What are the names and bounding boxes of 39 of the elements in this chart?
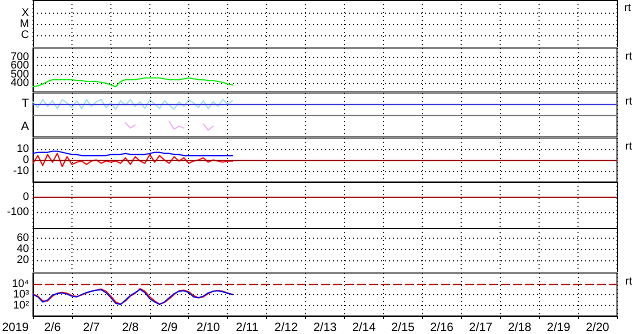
x-tick-label: 2/8 [122, 320, 139, 334]
x-tick-label: 2/16 [430, 320, 454, 334]
y-tick-label: 10³ [13, 288, 30, 300]
text: T [22, 96, 30, 110]
line-series [32, 152, 234, 168]
x-tick-label: 2/15 [391, 320, 415, 334]
x-axis-title: 2019 [2, 320, 30, 334]
x-tick-label: 2/20 [586, 320, 610, 334]
text: rt [624, 2, 631, 14]
text: M [20, 18, 29, 30]
x-tick-label: 2/10 [196, 320, 220, 334]
x-tick-label: 2/19 [546, 320, 571, 334]
y-tick-label: 10 [16, 143, 29, 155]
y-tick-label: -10 [13, 165, 29, 177]
x-tick-label: 2/9 [160, 320, 178, 334]
x-tick-label: 2/18 [508, 320, 532, 334]
text: C [21, 29, 29, 42]
y-tick-label: 10² [13, 299, 30, 312]
x-tick-label: 2/13 [313, 320, 337, 334]
text: rt [625, 276, 632, 288]
text: rt [625, 96, 632, 108]
text: 20 [16, 254, 29, 266]
x-tick-label: 2/14 [352, 320, 376, 334]
x-tick-label: 2/12 [274, 320, 298, 334]
x-tick-label: 2/17 [469, 320, 493, 334]
text: -100 [6, 206, 29, 218]
line-series [32, 77, 234, 88]
text: 60 [16, 232, 29, 244]
y-tick-label: 0 [22, 154, 29, 166]
y-tick-label: 400 [10, 77, 29, 90]
x-tick-label: 2/6 [44, 320, 62, 334]
text: A [20, 119, 29, 133]
y-tick-label: 10⁴ [12, 278, 30, 290]
x-tick-label: 2/11 [236, 320, 259, 334]
text: 40 [16, 242, 29, 255]
text: rt [625, 50, 632, 62]
text: X [22, 6, 29, 19]
text: rt [625, 140, 632, 152]
x-tick-label: 2/7 [83, 320, 100, 334]
